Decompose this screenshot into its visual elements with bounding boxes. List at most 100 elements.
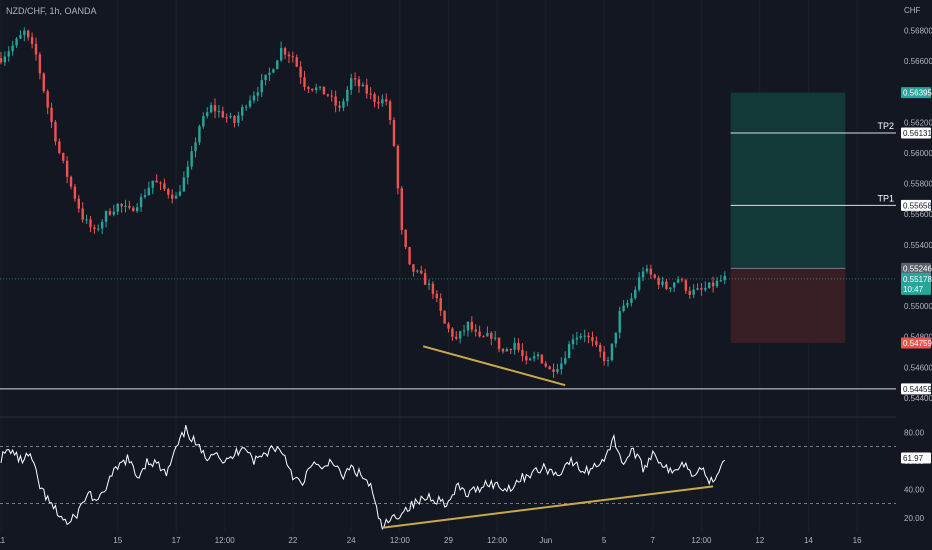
candle-body <box>248 100 252 107</box>
candle-body <box>167 189 170 195</box>
candle-body <box>159 182 162 184</box>
candle-body <box>595 341 598 345</box>
candle-body <box>711 282 715 287</box>
candle-body <box>392 120 396 146</box>
time-tick-label: 22 <box>288 536 297 545</box>
candle-body <box>704 288 707 290</box>
rsi-divergence-trendline[interactable] <box>382 485 714 529</box>
candle-body <box>591 337 594 342</box>
price-tick-label: 0.55400 <box>904 241 932 250</box>
candle-body <box>50 107 53 122</box>
candle-body <box>439 298 442 311</box>
time-axis[interactable]: 11 15 17 12:00 22 24 12:00 29 12:00 Jun 5 7 12:00 12 1… <box>0 536 862 545</box>
candle-body <box>314 87 318 91</box>
price-axis[interactable]: 0.56800 0.56600 0.56200 0.56000 0.55800 0.556… <box>904 27 932 403</box>
candle-body <box>618 311 621 333</box>
candle-body <box>38 54 42 74</box>
candle-body <box>423 273 427 285</box>
price-tick-label: 0.55600 <box>904 210 932 219</box>
candle-body <box>170 194 174 199</box>
candlestick-series <box>0 27 726 378</box>
candle-body <box>128 205 131 208</box>
candle-body <box>649 268 653 275</box>
candle-body <box>252 95 256 101</box>
candle-body <box>135 207 139 212</box>
candle-body <box>346 89 349 102</box>
time-tick-label: 12:00 <box>691 536 712 545</box>
candle-body <box>719 280 723 282</box>
stop-price-tag-box <box>901 337 931 349</box>
candle-body <box>132 207 135 212</box>
support-price-tag: 0.54459 <box>903 385 932 394</box>
candle-body <box>696 288 699 290</box>
candle-body <box>587 335 590 338</box>
candle-body <box>540 354 544 364</box>
price-divergence-trendline[interactable] <box>422 345 566 387</box>
time-tick-label: 12 <box>755 536 764 545</box>
time-tick-label: 12:00 <box>215 536 236 545</box>
candle-body <box>73 186 77 199</box>
candle-body <box>120 203 123 207</box>
candle-body <box>46 91 49 108</box>
candle-body <box>427 283 431 285</box>
candle-body <box>377 101 380 104</box>
target-price-tag-box <box>901 87 931 99</box>
time-tick-label: 12:00 <box>390 536 411 545</box>
candle-body <box>610 343 614 361</box>
countdown-tag: 10:47 <box>903 285 924 294</box>
candle-body <box>322 86 326 95</box>
candle-body <box>466 321 470 331</box>
candle-body <box>62 152 65 161</box>
time-tick-label: 14 <box>804 536 813 545</box>
rsi-tick-label: 20.00 <box>904 514 925 523</box>
candle-body <box>532 356 536 359</box>
candle-body <box>529 358 532 361</box>
candle-body <box>217 111 221 113</box>
candle-body <box>490 332 493 339</box>
candle-body <box>583 335 586 337</box>
candle-body <box>357 79 361 87</box>
candle-body <box>342 101 345 108</box>
time-tick-label: 11 <box>0 536 6 545</box>
candle-body <box>283 48 287 55</box>
candle-body <box>501 348 505 352</box>
candle-body <box>443 310 446 324</box>
candle-body <box>412 264 415 272</box>
candle-body <box>206 112 209 117</box>
price-tags: 0.56395 0.56131 0.55658 0.55246 0.5517810:47… <box>901 87 932 464</box>
candle-body <box>202 116 205 127</box>
rsi-tick-label: 80.00 <box>904 428 925 437</box>
take-profit-zone[interactable] <box>730 92 846 269</box>
candle-body <box>338 105 341 108</box>
candle-body <box>509 349 512 351</box>
candle-body <box>42 73 45 92</box>
candle-body <box>116 203 119 212</box>
candle-body <box>420 270 423 274</box>
candle-body <box>209 105 213 113</box>
symbol-legend[interactable]: NZD/CHF, 1h, OANDA <box>6 6 97 16</box>
candle-body <box>104 211 108 222</box>
candle-body <box>19 34 22 39</box>
rsi-value-tag-box <box>901 452 931 464</box>
candle-body <box>34 43 38 55</box>
candle-body <box>641 271 645 278</box>
candle-body <box>653 274 656 278</box>
candle-body <box>455 336 458 339</box>
tp1-price-tag-box <box>901 199 931 211</box>
candle-body <box>15 38 18 46</box>
price-tick-label: 0.55800 <box>904 180 932 189</box>
candle-body <box>93 227 96 229</box>
candle-body <box>264 74 267 81</box>
candle-body <box>77 198 81 209</box>
candle-body <box>100 221 104 229</box>
stop-loss-zone[interactable] <box>730 268 846 343</box>
candle-body <box>552 369 555 372</box>
candle-body <box>334 96 337 106</box>
candle-body <box>241 106 244 116</box>
candle-body <box>361 84 365 87</box>
candle-body <box>486 332 489 337</box>
candle-body <box>237 115 240 123</box>
candle-body <box>163 183 166 190</box>
candle-body <box>579 336 582 338</box>
